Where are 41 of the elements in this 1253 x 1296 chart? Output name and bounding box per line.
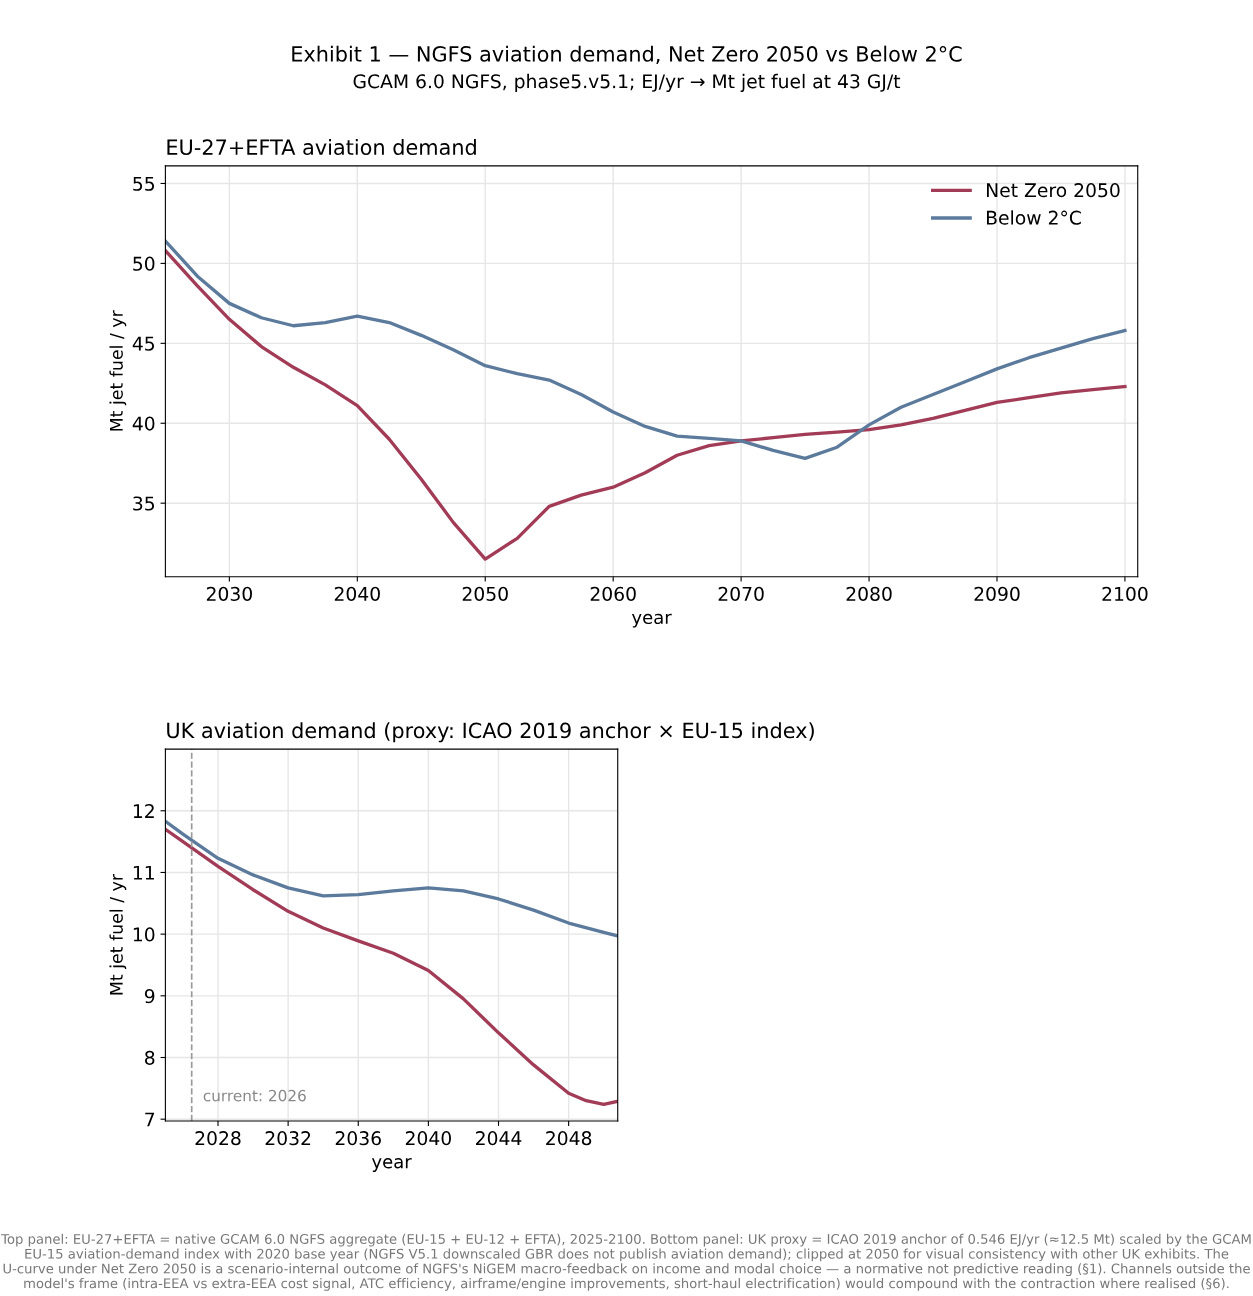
x-tick-label: 2060 [590, 586, 636, 601]
ref-line-label: current: 2026 [203, 1089, 306, 1102]
x-axis-title: year [631, 613, 672, 628]
x-tick-label: 2040 [334, 586, 380, 601]
y-axis-title: Mt jet fuel / yr [109, 310, 127, 431]
x-tick-label: 2040 [405, 1131, 451, 1146]
x-tick-label: 2028 [195, 1131, 241, 1146]
y-axis-title: Mt jet fuel / yr [109, 874, 127, 995]
y-tick-label: 40 [132, 416, 155, 431]
x-tick-label: 2080 [846, 586, 892, 601]
chart-title: EU-27+EFTA aviation demand [167, 138, 476, 156]
x-tick-label: 2030 [206, 586, 252, 601]
x-tick-label: 2032 [265, 1131, 311, 1146]
x-tick-label: 2048 [546, 1131, 592, 1146]
y-tick-label: 10 [133, 927, 155, 942]
x-tick-label: 2070 [718, 586, 764, 601]
x-tick-label: 2036 [335, 1131, 381, 1146]
x-tick-label: 2090 [974, 586, 1020, 601]
text: Exhibit 1 — NGFS aviation demand, Net Zero 2050 vs Below 2°C [292, 45, 962, 64]
text: Top panel: EU-27+EFTA = native GCAM 6.0 NGFS aggregate (EU-15 + EU-12 + EFTA), 2025-2100. Bottom panel: UK proxy = ICAO 2019 anchor of 0.546 EJ/yr (≈12.5 Mt) scaled by the GCAM EU-15 aviation-demand index with 2020 base year (NGFS V5.1 downscaled GBR does not publish aviation demand); clipped at 2050 for visual consistency with other UK exhibits. The U-curve under Net Zero 2050 is a scenario-internal outcome of NGFS's NiGEM macro-feedback on income and modal choice — a normative not predictive reading (§1). Channels outside the model's frame (intra-EEA vs extra-EEA cost signal, ATC efficiency, airframe/engine improvements, short-haul electrification) would compound with the contraction where realised (§6). [1, 1233, 1251, 1291]
y-tick-label: 50 [133, 256, 155, 271]
y-tick-label: 12 [133, 803, 154, 818]
x-tick-label: 2050 [462, 586, 508, 601]
line-series [165, 819, 618, 938]
x-axis-title: year [371, 1158, 412, 1172]
legend-label: Below 2°C [987, 210, 1081, 225]
line-series [165, 827, 618, 1107]
text: GCAM 6.0 NGFS, phase5.v5.1; EJ/yr → Mt jet fuel at 43 GJ/t [353, 73, 901, 93]
y-tick-label: 7 [145, 1112, 155, 1127]
y-tick-label: 45 [132, 336, 155, 351]
y-tick-label: 55 [133, 176, 155, 191]
x-tick-label: 2044 [476, 1131, 522, 1146]
x-tick-label: 2100 [1102, 586, 1148, 601]
y-tick-label: 11 [133, 865, 154, 880]
legend-label: Net Zero 2050 [987, 183, 1120, 198]
line-series [165, 248, 1127, 561]
y-tick-label: 9 [144, 989, 155, 1004]
chart-title: UK aviation demand (proxy: ICAO 2019 anchor × EU-15 index) [167, 722, 814, 743]
y-tick-label: 8 [145, 1050, 155, 1065]
line-series [165, 239, 1127, 461]
y-tick-label: 35 [133, 496, 155, 511]
